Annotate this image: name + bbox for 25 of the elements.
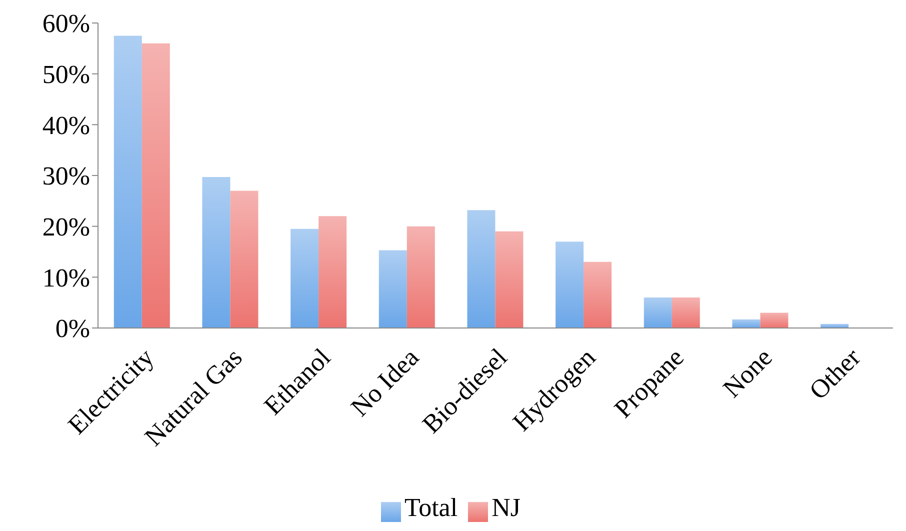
legend-label: Total <box>404 493 458 522</box>
bar <box>644 298 672 328</box>
bar <box>495 231 524 328</box>
y-tick-label: 50% <box>42 60 90 90</box>
y-tick-label: 40% <box>42 110 90 140</box>
bar <box>142 43 170 328</box>
bar <box>672 298 700 328</box>
bar <box>378 250 407 328</box>
bar <box>114 36 142 328</box>
bar <box>556 242 584 328</box>
y-tick-label: 0% <box>55 314 90 344</box>
bar <box>732 319 760 328</box>
y-tick-label: 30% <box>42 162 90 191</box>
bar <box>406 226 435 328</box>
legend-label: NJ <box>492 493 520 522</box>
bar <box>760 312 788 328</box>
y-tick-label: 10% <box>42 263 90 292</box>
y-tick-label: 60% <box>42 9 90 38</box>
y-tick-label: 20% <box>42 212 90 242</box>
bar <box>290 228 319 328</box>
bar <box>467 210 496 328</box>
bar <box>584 262 612 328</box>
bar <box>230 190 258 328</box>
bar <box>318 216 347 328</box>
bar <box>202 177 230 328</box>
